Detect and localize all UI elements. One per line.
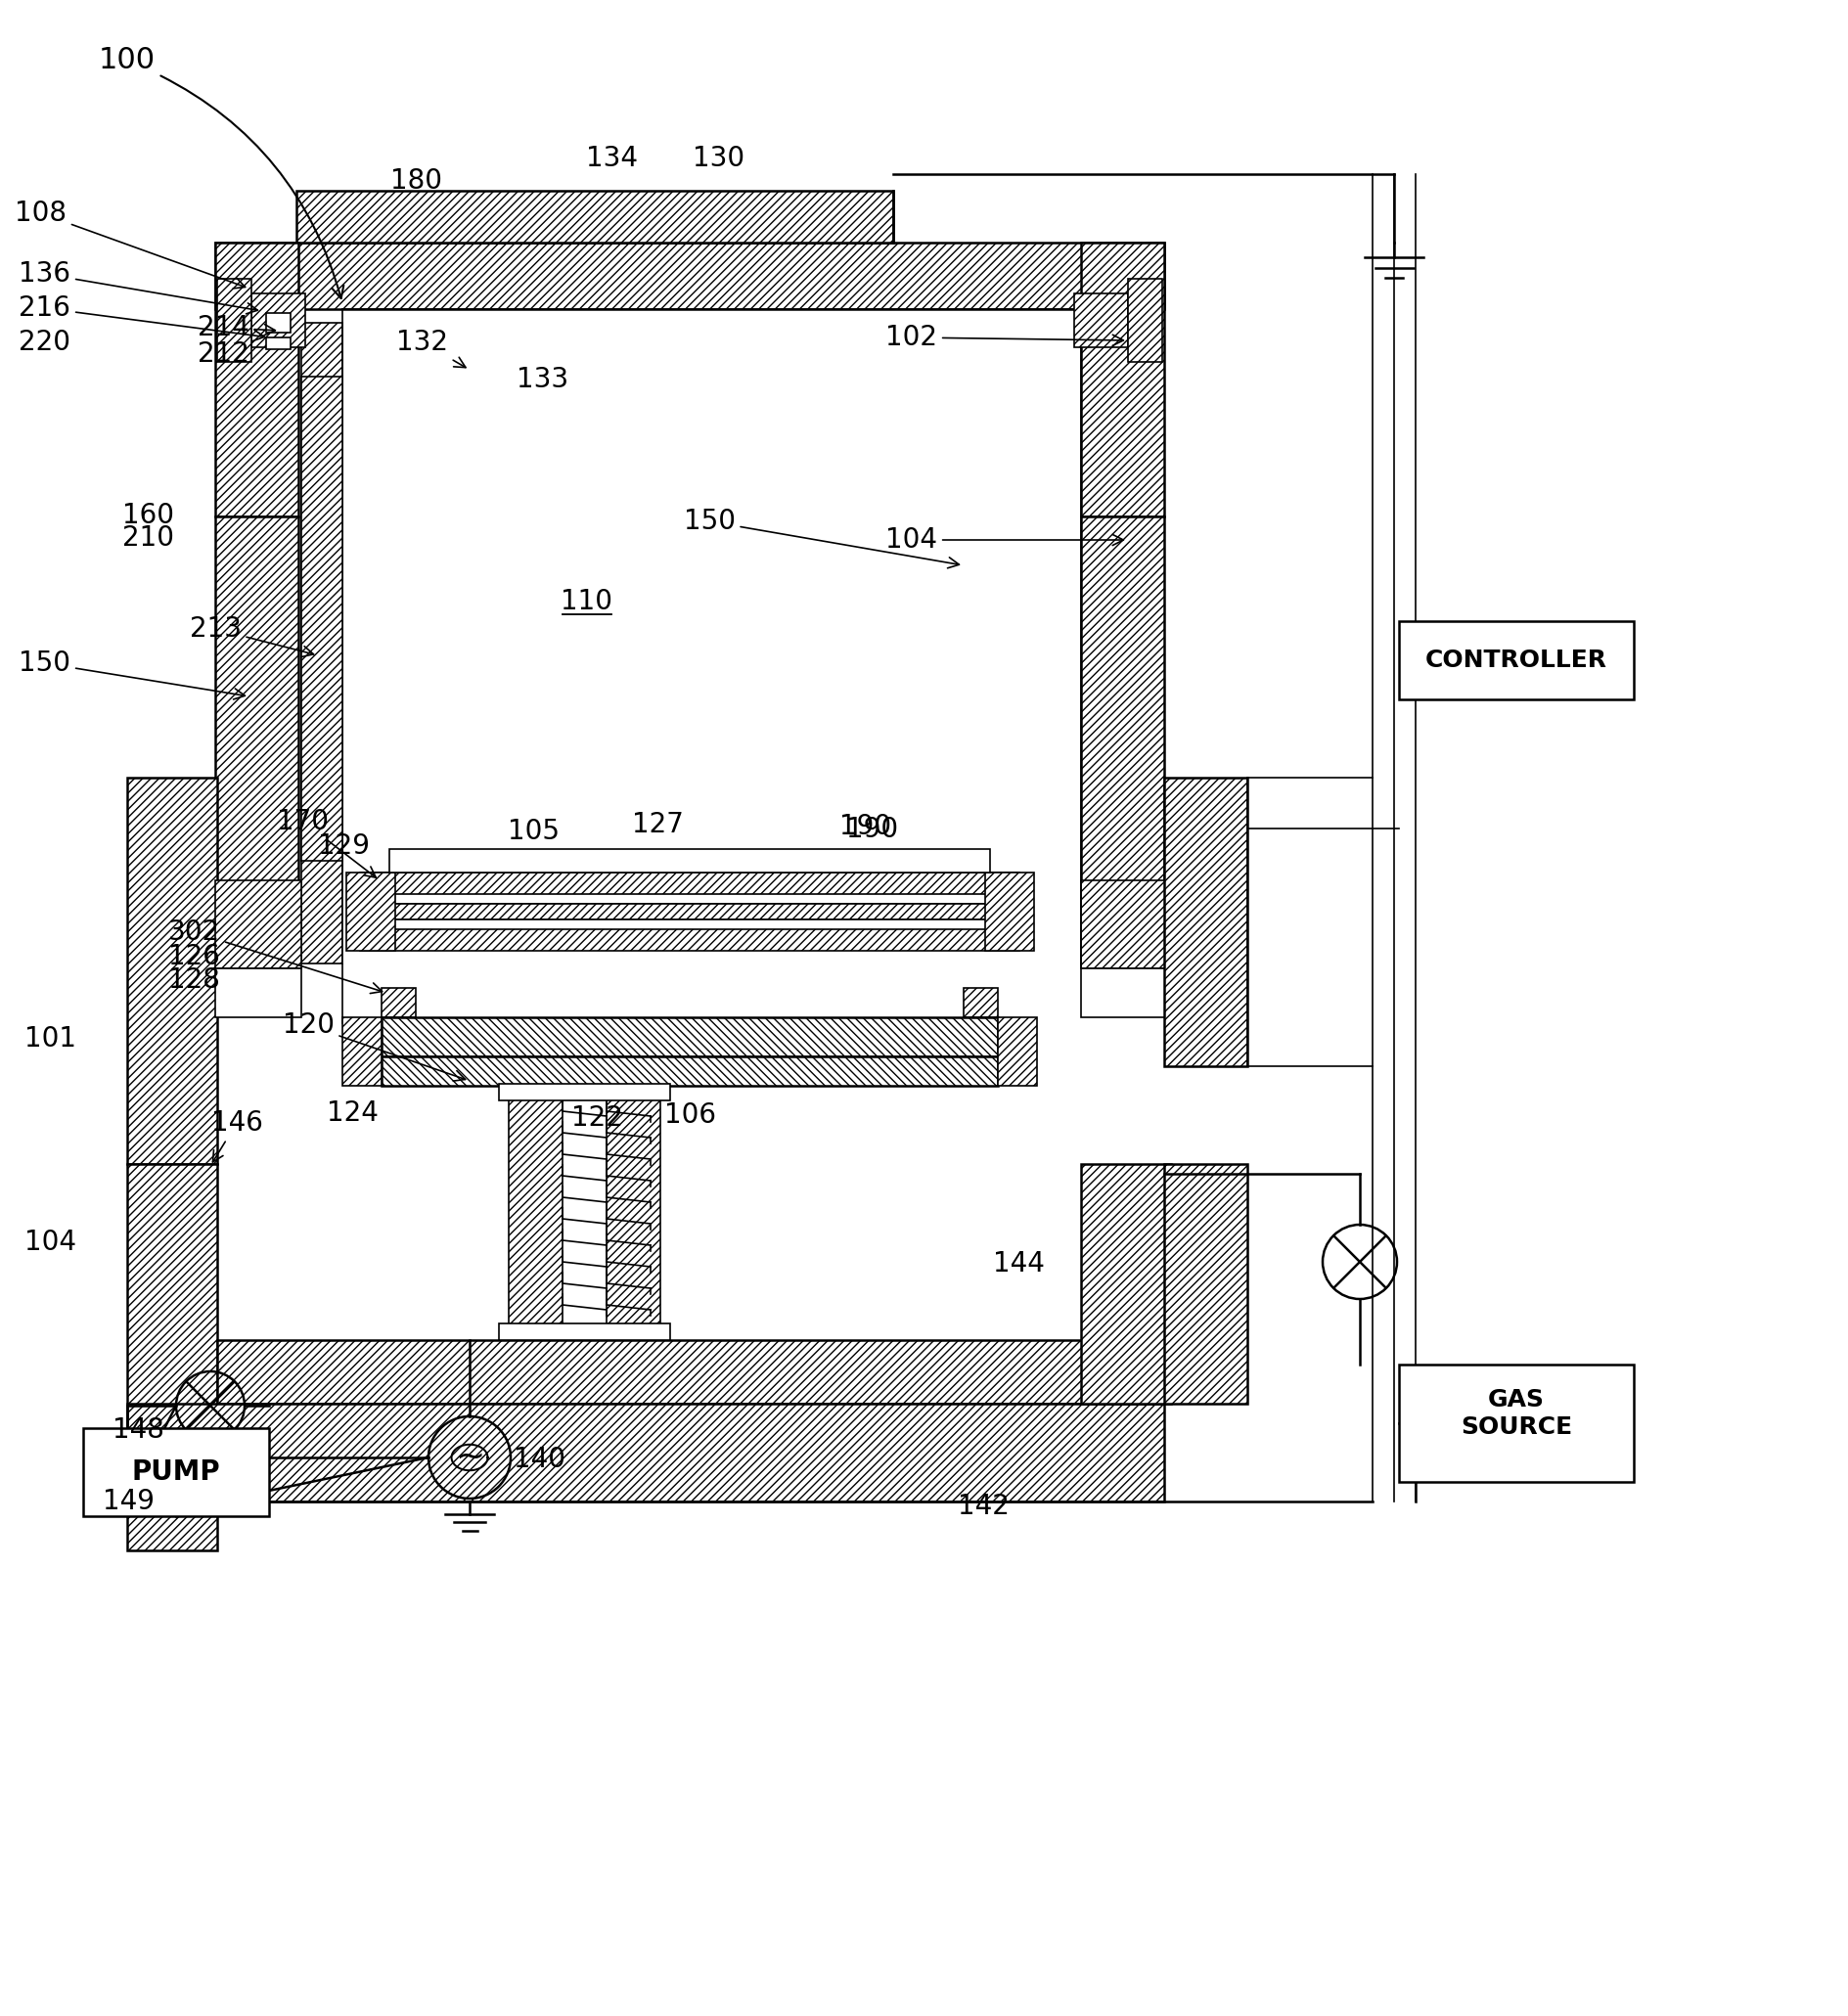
Bar <box>342 308 1081 1024</box>
Text: 148: 148 <box>113 1417 164 1443</box>
Text: 134: 134 <box>586 145 638 171</box>
Text: 104: 104 <box>24 1228 76 1256</box>
Text: 101: 101 <box>24 1024 76 1052</box>
Bar <box>390 849 991 873</box>
Text: ~: ~ <box>455 1441 484 1474</box>
Bar <box>1081 242 1164 516</box>
Text: 133: 133 <box>517 365 569 393</box>
Text: 102: 102 <box>885 325 1124 351</box>
Bar <box>296 192 893 242</box>
Text: 100: 100 <box>98 46 344 298</box>
Bar <box>360 929 1020 952</box>
Text: 104: 104 <box>885 526 1124 554</box>
Text: 160: 160 <box>122 502 174 528</box>
Bar <box>381 1018 998 1056</box>
Bar <box>1164 778 1247 1066</box>
Bar <box>1081 516 1164 966</box>
Bar <box>961 873 1020 939</box>
Bar <box>128 1163 218 1550</box>
Text: 136: 136 <box>18 260 257 314</box>
Bar <box>360 873 1020 893</box>
Text: 220: 220 <box>18 329 70 357</box>
Bar <box>342 1018 381 1087</box>
Bar <box>342 873 1037 964</box>
Text: 216: 216 <box>18 294 264 341</box>
Bar <box>266 337 290 349</box>
Bar <box>128 1403 1164 1502</box>
Bar <box>499 1085 671 1101</box>
Bar <box>499 1322 671 1341</box>
Bar <box>1081 968 1168 1018</box>
Bar <box>1081 881 1168 968</box>
Text: GAS
SOURCE: GAS SOURCE <box>1460 1389 1573 1439</box>
Text: 110: 110 <box>562 589 614 615</box>
Bar <box>266 312 290 333</box>
Bar <box>214 242 298 516</box>
Bar <box>1127 278 1162 363</box>
Text: 180: 180 <box>390 167 442 196</box>
Text: 130: 130 <box>693 145 745 171</box>
Bar <box>1164 1163 1247 1403</box>
Bar <box>985 873 1035 952</box>
Text: 140: 140 <box>514 1445 565 1474</box>
Bar <box>963 988 998 1018</box>
Text: CONTROLLER: CONTROLLER <box>1425 649 1608 671</box>
Bar <box>218 278 251 363</box>
Bar <box>346 873 395 952</box>
Bar <box>381 1056 998 1087</box>
Bar <box>214 968 301 1018</box>
Text: 122: 122 <box>571 1105 623 1131</box>
Bar <box>1399 621 1634 700</box>
Text: 142: 142 <box>957 1492 1009 1520</box>
Text: 124: 124 <box>327 1099 379 1127</box>
Bar <box>606 1091 660 1331</box>
Bar <box>251 294 305 347</box>
Text: 213: 213 <box>188 615 314 657</box>
Bar <box>1081 1163 1172 1403</box>
Text: 129: 129 <box>318 833 370 859</box>
Bar <box>360 903 1020 919</box>
Text: 150: 150 <box>684 508 959 569</box>
Bar <box>214 516 298 966</box>
Bar <box>301 377 342 861</box>
Bar <box>214 242 1164 308</box>
Text: 149: 149 <box>103 1488 155 1516</box>
Bar <box>360 873 419 939</box>
Text: 105: 105 <box>506 818 560 845</box>
Bar <box>214 881 301 968</box>
Text: 120: 120 <box>283 1012 466 1081</box>
Text: 150: 150 <box>18 649 246 700</box>
Bar <box>508 1091 562 1331</box>
Bar <box>1399 1365 1634 1482</box>
Text: 108: 108 <box>15 200 246 288</box>
Text: PUMP: PUMP <box>131 1458 220 1486</box>
Bar <box>360 873 1020 891</box>
Text: 128: 128 <box>168 966 220 994</box>
Text: 127: 127 <box>632 810 684 839</box>
Bar <box>1074 294 1127 347</box>
Text: 212: 212 <box>198 341 249 367</box>
Bar <box>128 778 218 1163</box>
Bar <box>360 891 1020 903</box>
Text: 126: 126 <box>168 943 220 970</box>
Text: 106: 106 <box>663 1101 715 1129</box>
Text: 132: 132 <box>397 329 466 367</box>
Text: 170: 170 <box>277 808 375 877</box>
Text: 144: 144 <box>992 1250 1044 1278</box>
Text: 190: 190 <box>839 812 891 841</box>
Text: 146: 146 <box>211 1109 262 1161</box>
Text: 214: 214 <box>198 314 275 341</box>
Text: 210: 210 <box>122 524 174 552</box>
Bar <box>218 1341 1157 1403</box>
Bar <box>360 919 1020 939</box>
Bar <box>83 1427 270 1516</box>
Text: 302: 302 <box>168 919 383 994</box>
Bar <box>998 1018 1037 1087</box>
Bar <box>301 323 342 964</box>
Text: 190: 190 <box>846 816 898 843</box>
Bar <box>381 988 416 1018</box>
